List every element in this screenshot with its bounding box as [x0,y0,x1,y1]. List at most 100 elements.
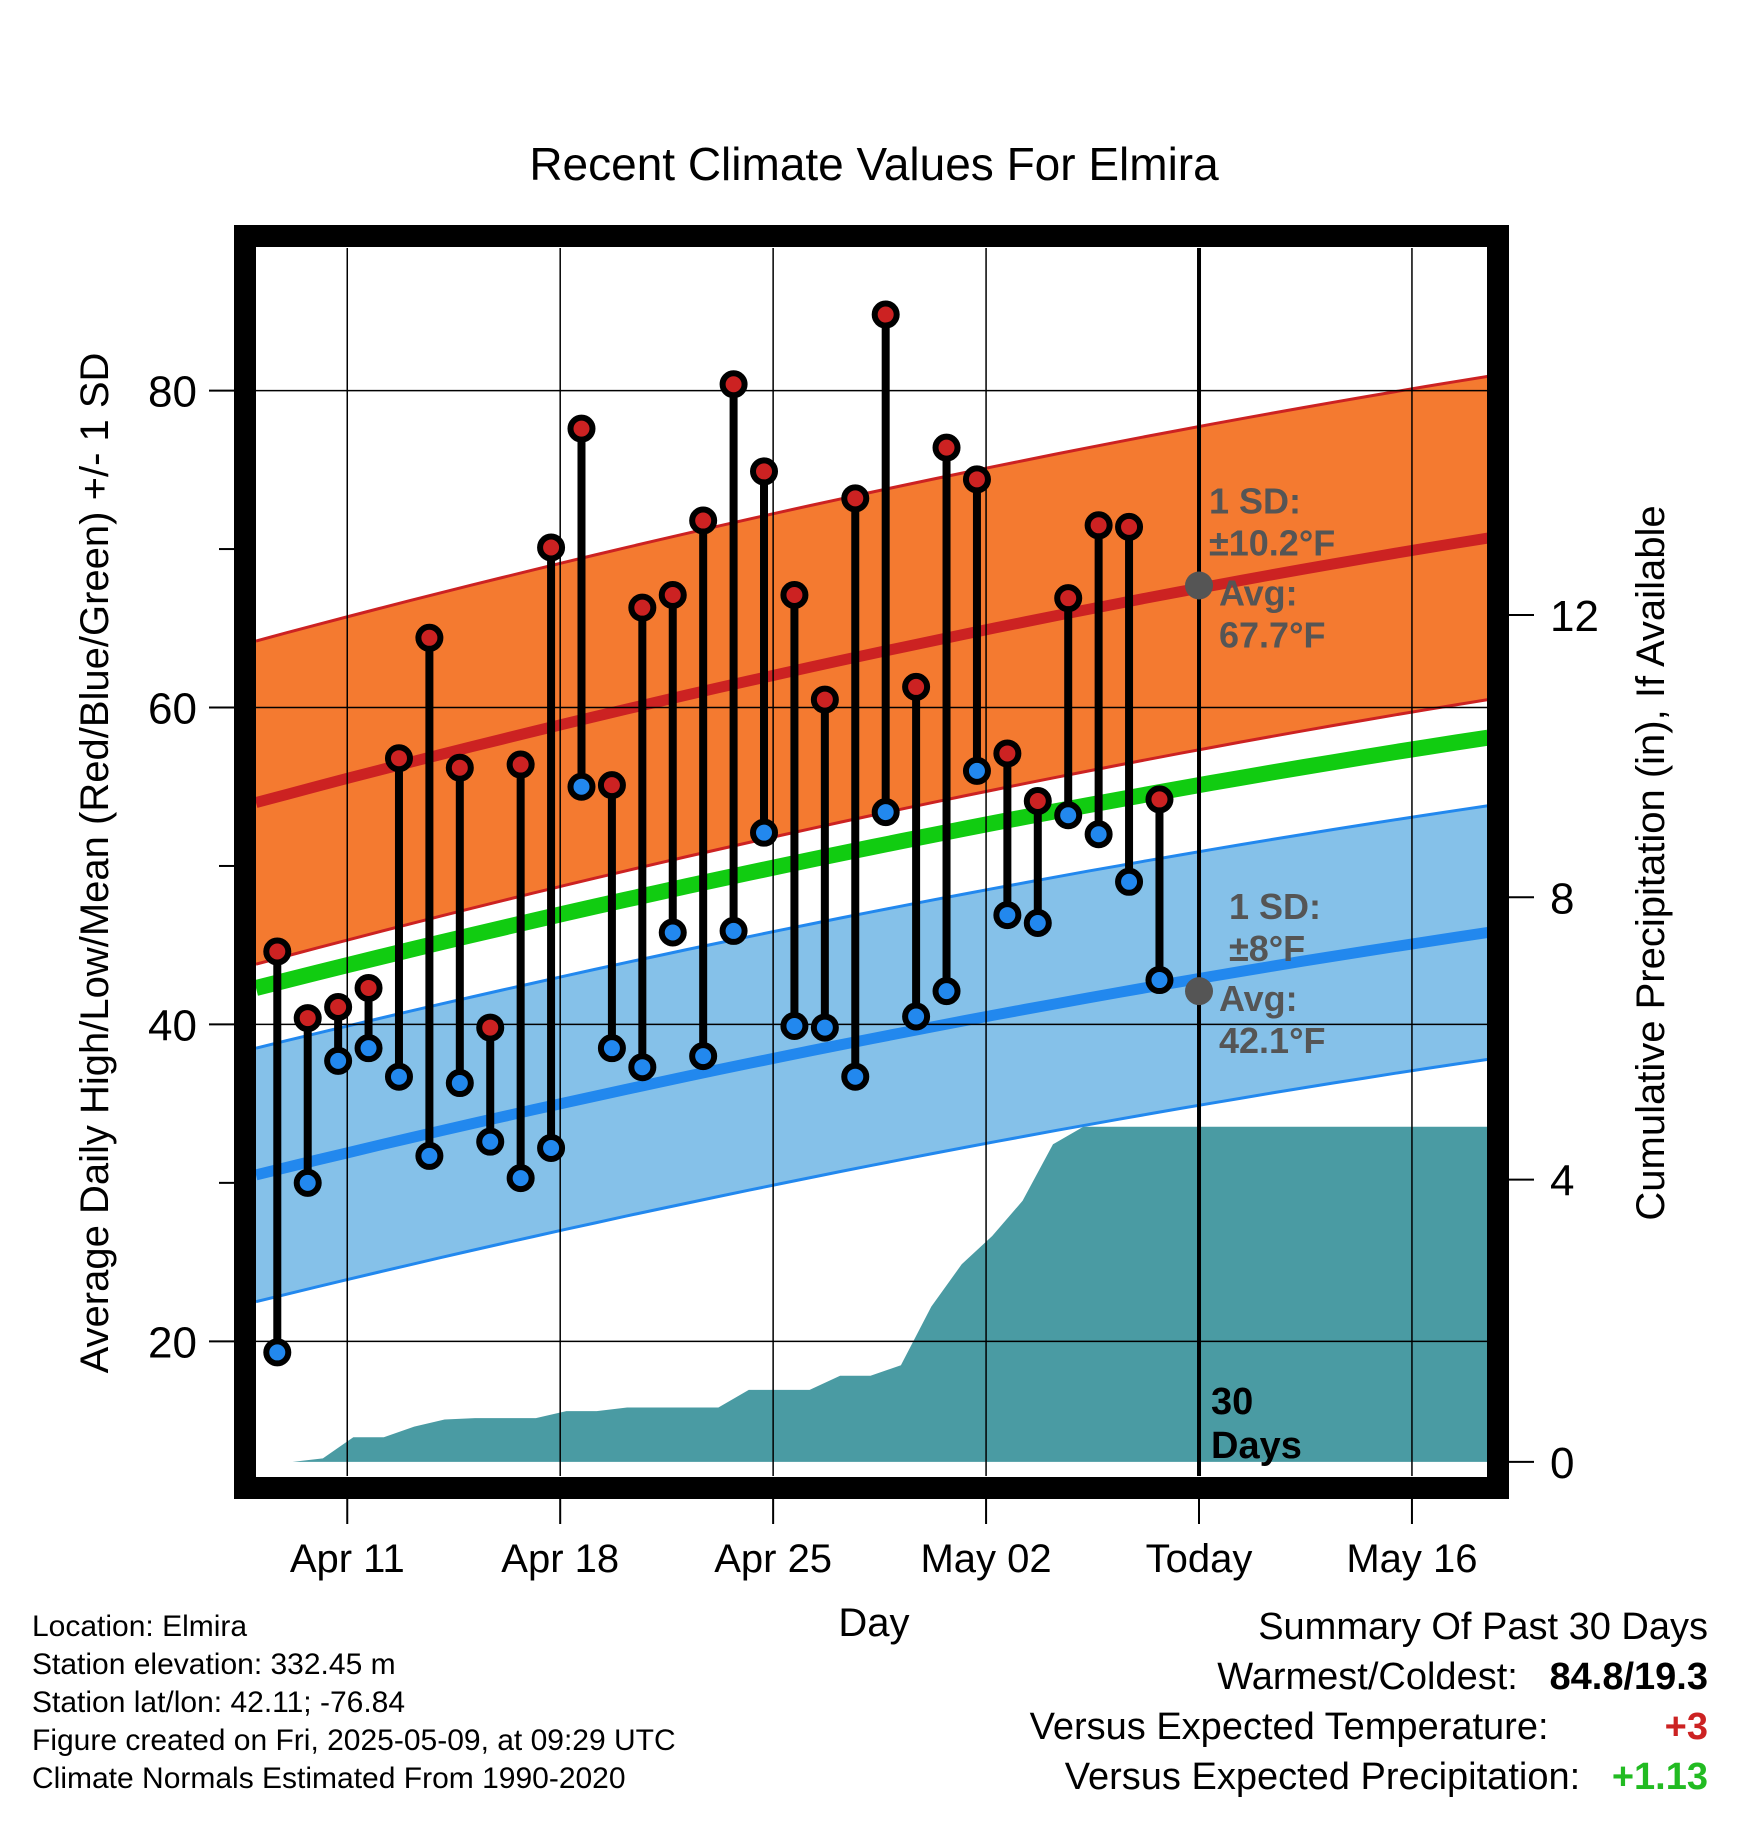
high-avg-label: Avg: [1219,573,1298,614]
temperature-value: +3 [1664,1706,1708,1748]
days-label-number: 30 [1211,1381,1253,1423]
daily-low-point [1023,909,1052,938]
precipitation-area [256,1126,1488,1462]
daily-low-point [780,1011,809,1040]
daily-high-point [567,414,596,443]
y2-tick-label: 4 [1550,1157,1574,1206]
warmest-coldest-value: 84.8/19.3 [1549,1656,1708,1698]
days-label-word: Days [1211,1425,1302,1467]
daily-low-point [902,1002,931,1031]
daily-high-point [932,433,961,462]
normal-high-line [256,532,1488,808]
x-axis-label: Day [838,1601,909,1645]
warmest-coldest-label: Warmest/Coldest: [1217,1656,1518,1698]
today-high-avg-marker [1185,571,1214,600]
daily-high-point [1115,512,1144,541]
daily-high-point [476,1013,505,1042]
low-band-lower-edge [256,1057,1488,1304]
low-sd-value: ±8°F [1229,928,1305,969]
y-tick-label: 20 [148,1318,197,1367]
daily-low-point [871,798,900,827]
precipitation-value: +1.13 [1611,1756,1708,1798]
daily-high-point [1084,511,1113,540]
x-tick-label: Apr 11 [290,1537,405,1581]
daily-high-point [445,753,474,782]
daily-low-point [1145,966,1174,995]
high-sd-title: 1 SD: [1209,481,1301,522]
daily-low-point [476,1127,505,1156]
summary-temperature: Versus Expected Temperature: +3 [1030,1706,1708,1749]
daily-high-point [597,771,626,800]
daily-low-point [293,1168,322,1197]
daily-low-point [445,1069,474,1098]
y-tick-label: 60 [148,685,197,734]
daily-high-point [628,593,657,622]
plot-area [256,248,1488,1476]
x-tick-label: Apr 25 [714,1537,832,1581]
daily-low-point [841,1062,870,1091]
today-low-avg-marker [1185,977,1214,1006]
daily-high-point [689,506,718,535]
daily-high-point [1023,786,1052,815]
x-tick-label: Apr 18 [501,1537,619,1581]
high-band-upper-edge [256,374,1488,643]
daily-high-point [993,739,1022,768]
y-axis-label: Average Daily High/Low/Mean (Red/Blue/Gr… [73,353,117,1374]
daily-low-point [628,1053,657,1082]
daily-high-point [537,533,566,562]
daily-high-point [1145,785,1174,814]
climate-normals-note: Climate Normals Estimated From 1990-2020 [32,1762,626,1795]
daily-low-point [750,818,779,847]
y2-tick-label: 0 [1550,1439,1574,1488]
daily-high-point [384,744,413,773]
station-location: Location: Elmira [32,1610,248,1643]
daily-low-point [658,918,687,947]
daily-low-point [537,1134,566,1163]
y-tick-label: 80 [148,368,197,417]
y2-tick-label: 12 [1550,592,1599,641]
daily-low-point [597,1034,626,1063]
daily-low-point [506,1164,535,1193]
precipitation-label: Versus Expected Precipitation: [1064,1756,1581,1798]
daily-low-point [415,1141,444,1170]
daily-high-point [263,937,292,966]
daily-low-point [354,1034,383,1063]
daily-low-point [567,772,596,801]
daily-low-point [1054,801,1083,830]
daily-high-point [293,1004,322,1033]
daily-high-point [871,300,900,329]
summary-warmest-coldest: Warmest/Coldest: 84.8/19.3 [1217,1656,1708,1699]
daily-high-point [354,973,383,1002]
y-tick-label: 40 [148,1001,197,1050]
station-elevation: Station elevation: 332.45 m [32,1648,396,1681]
daily-high-point [780,581,809,610]
chart-title: Recent Climate Values For Elmira [529,138,1219,190]
high-avg-value: 67.7°F [1219,615,1325,656]
daily-high-point [415,623,444,652]
daily-high-point [1054,584,1083,613]
daily-low-point [1084,820,1113,849]
x-tick-label: Today [1146,1537,1253,1581]
daily-low-point [689,1042,718,1071]
daily-low-point [932,977,961,1006]
low-avg-label: Avg: [1219,978,1298,1019]
daily-high-point [841,484,870,513]
daily-low-point [993,901,1022,930]
daily-high-point [719,370,748,399]
x-tick-label: May 02 [920,1537,1051,1581]
station-latlon: Station lat/lon: 42.11; -76.84 [32,1686,406,1719]
daily-high-point [750,457,779,486]
daily-high-point [506,750,535,779]
daily-high-point [658,581,687,610]
daily-low-point [962,756,991,785]
daily-low-point [263,1338,292,1367]
summary-precipitation: Versus Expected Precipitation: +1.13 [1065,1756,1708,1799]
normal-low-line [256,927,1488,1181]
daily-low-point [324,1046,353,1075]
figure-created: Figure created on Fri, 2025-05-09, at 09… [32,1724,676,1757]
daily-low-point [384,1062,413,1091]
daily-high-point [810,685,839,714]
daily-high-point [902,672,931,701]
plot-frame [234,225,1509,1499]
